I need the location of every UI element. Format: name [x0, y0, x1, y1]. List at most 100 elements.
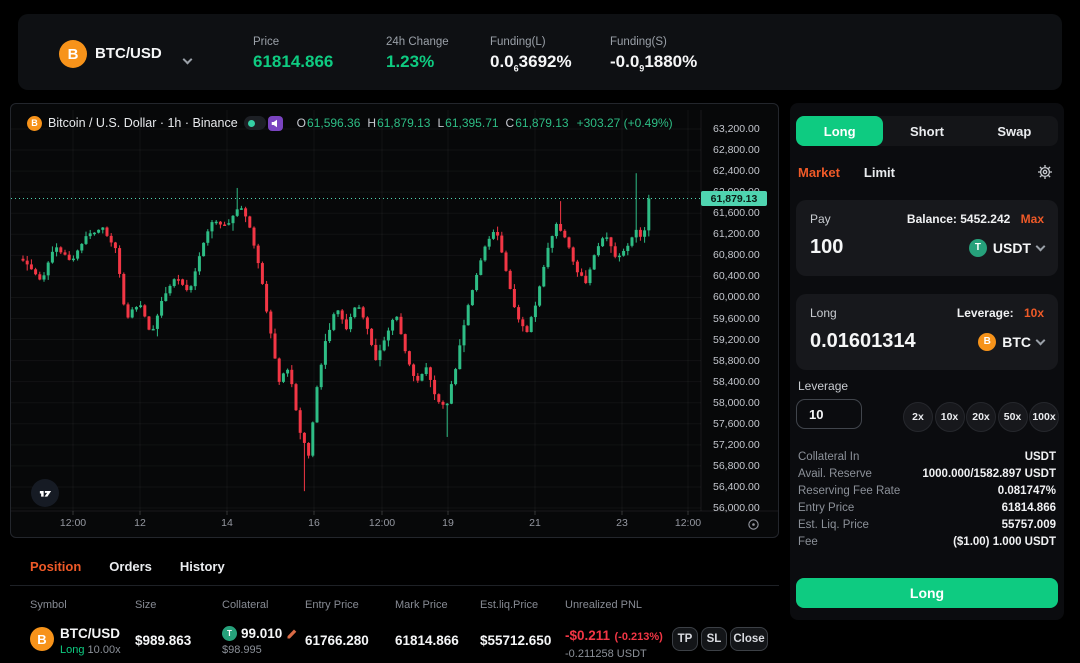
- ohlc-readout: O61,596.36 H61,879.13 L61,395.71 C61,879…: [296, 116, 673, 130]
- chart-legend-row: B Bitcoin / U.S. Dollar · 1h · Binance O…: [27, 115, 673, 131]
- order-panel: Long Short Swap Market Limit Pay Balance: 5…: [790, 103, 1064, 620]
- info-row-label: Fee: [798, 535, 818, 548]
- pay-card: Pay Balance: 5452.242 Max T USDT: [796, 200, 1058, 276]
- leverage-quick-options: 2x 10x 20x 50x 100x: [903, 402, 1059, 432]
- column-header: Symbol: [30, 599, 67, 611]
- leverage-option-10x[interactable]: 10x: [934, 402, 965, 432]
- pair-selector-label: BTC/USD: [95, 45, 162, 62]
- chart-panel: B Bitcoin / U.S. Dollar · 1h · Binance O…: [10, 103, 779, 538]
- entry-price-cell: 61766.280: [305, 633, 369, 648]
- edit-collateral-icon[interactable]: [286, 628, 298, 640]
- leverage-option-50x[interactable]: 50x: [997, 402, 1028, 432]
- price-axis-label: 57,200.00: [713, 438, 760, 451]
- info-row-label: Collateral In: [798, 450, 860, 463]
- size-cell: $989.863: [135, 633, 192, 648]
- leverage-input-box: [796, 399, 862, 429]
- position-side-leverage: Long 10.00x: [60, 644, 121, 656]
- column-header: Unrealized PNL: [565, 599, 643, 611]
- price-axis-label: 58,400.00: [713, 375, 760, 388]
- price-axis-label: 60,000.00: [713, 291, 760, 304]
- price-axis-label: 62,800.00: [713, 144, 760, 157]
- chevron-down-icon: [1035, 241, 1046, 251]
- change-value: 1.23%: [386, 52, 435, 71]
- time-axis-label: 16: [308, 517, 320, 529]
- chevron-down-icon: [1035, 335, 1046, 345]
- tab-short[interactable]: Short: [910, 123, 944, 139]
- price-axis-label: 56,000.00: [713, 502, 760, 514]
- sl-button[interactable]: SL: [701, 627, 727, 651]
- info-row-label: Est. Liq. Price: [798, 518, 869, 531]
- time-axis-label: 19: [442, 517, 454, 529]
- column-header: Size: [135, 599, 157, 611]
- funding-long-stat: Funding(L) 0.063692%: [490, 36, 572, 73]
- price-axis-label: 62,400.00: [713, 165, 760, 178]
- info-row: Reserving Fee Rate 0.081747%: [798, 482, 1056, 499]
- max-button[interactable]: Max: [1020, 212, 1044, 226]
- info-row-label: Reserving Fee Rate: [798, 484, 901, 497]
- tab-long[interactable]: Long: [796, 116, 884, 146]
- leverage-option-100x[interactable]: 100x: [1029, 402, 1059, 432]
- axis-settings-icon[interactable]: [747, 518, 760, 536]
- divider: [10, 585, 779, 586]
- tp-button[interactable]: TP: [672, 627, 698, 651]
- pnl-usdt: -0.211258 USDT: [565, 648, 647, 660]
- close-position-button[interactable]: Close: [730, 627, 768, 651]
- usdt-icon: T: [222, 626, 237, 641]
- long-token-selector[interactable]: B BTC: [978, 332, 1046, 351]
- visibility-toggle[interactable]: [243, 116, 266, 130]
- order-type-limit[interactable]: Limit: [863, 165, 895, 180]
- leverage-option-2x[interactable]: 2x: [903, 402, 933, 432]
- position-symbol: BTC/USD: [60, 626, 120, 641]
- info-row-value: ($1.00) 1.000 USDT: [953, 535, 1056, 548]
- column-header: Est.liq.Price: [480, 599, 539, 611]
- order-type-market[interactable]: Market: [798, 165, 840, 180]
- info-row: Fee ($1.00) 1.000 USDT: [798, 533, 1056, 550]
- column-header: Mark Price: [395, 599, 448, 611]
- info-row-value: 1000.000/1582.897 USDT: [922, 467, 1056, 480]
- pnl-percent: (-0.213%): [614, 631, 663, 643]
- pair-selector-dropdown[interactable]: [182, 50, 193, 68]
- price-axis-label: 61,200.00: [713, 228, 760, 241]
- funding-long-label: Funding(L): [490, 36, 546, 48]
- time-axis-label: 14: [221, 517, 233, 529]
- funding-short-label: Funding(S): [610, 36, 667, 48]
- pay-token-selector[interactable]: T USDT: [968, 238, 1046, 257]
- price-axis-label: 63,200.00: [713, 123, 760, 135]
- positions-tab-history[interactable]: History: [179, 559, 225, 574]
- tab-swap[interactable]: Swap: [997, 123, 1032, 139]
- long-amount-input[interactable]: [810, 330, 930, 353]
- submit-long-button[interactable]: Long: [796, 578, 1058, 608]
- positions-tab-orders[interactable]: Orders: [109, 559, 152, 574]
- price-axis-label: 58,000.00: [713, 396, 760, 409]
- pay-amount-input[interactable]: [810, 236, 930, 259]
- chart-title[interactable]: Bitcoin / U.S. Dollar · 1h · Binance: [48, 116, 238, 130]
- symbol-cell: BTC/USD Long 10.00x: [60, 626, 121, 656]
- order-info-rows: Collateral In USDT Avail. Reserve 1000.000/…: [798, 448, 1056, 550]
- bitcoin-icon: B: [27, 115, 42, 131]
- positions-tab-position[interactable]: Position: [30, 559, 82, 574]
- tradingview-logo[interactable]: [31, 479, 59, 507]
- info-row: Collateral In USDT: [798, 448, 1056, 465]
- time-axis-label: 23: [616, 517, 628, 529]
- info-row: Avail. Reserve 1000.000/1582.897 USDT: [798, 465, 1056, 482]
- current-price-tag: 61,879.13: [701, 191, 767, 207]
- status-dot-icon: [247, 119, 255, 127]
- speaker-icon[interactable]: [267, 115, 283, 131]
- order-type-row: Market Limit: [798, 165, 895, 180]
- leverage-input[interactable]: [797, 405, 847, 423]
- time-axis-label: 21: [529, 517, 541, 529]
- btc-icon: B: [978, 332, 997, 351]
- pnl-value: -$0.211: [565, 628, 611, 643]
- price-axis-label: 61,600.00: [713, 207, 760, 220]
- order-settings-gear-icon[interactable]: [1037, 164, 1053, 185]
- leverage-row: Leverage: 10x: [957, 306, 1044, 320]
- candlestick-chart[interactable]: [11, 104, 779, 537]
- leverage-option-20x[interactable]: 20x: [966, 402, 996, 432]
- mark-price-cell: 61814.866: [395, 633, 459, 648]
- liq-price-cell: $55712.650: [480, 633, 552, 648]
- pay-token-name: USDT: [992, 239, 1031, 256]
- chart-change: +303.27 (+0.49%): [576, 116, 673, 130]
- info-row-value: 61814.866: [1001, 501, 1056, 514]
- long-label: Long: [810, 306, 837, 320]
